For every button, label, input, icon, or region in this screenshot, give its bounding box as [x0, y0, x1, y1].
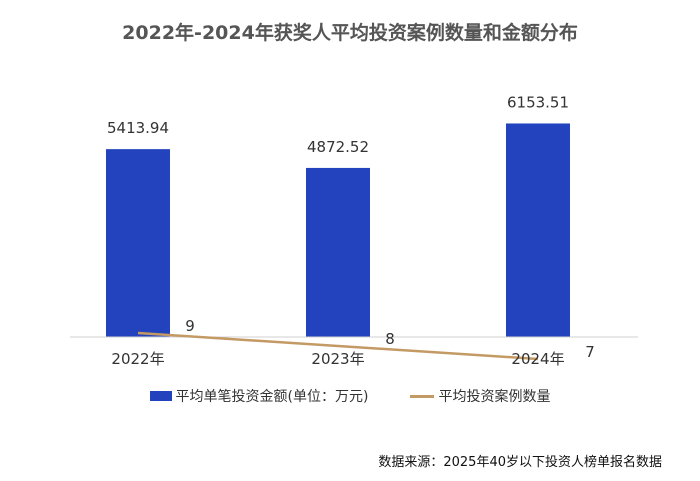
legend: 平均单笔投资金额(单位：万元) 平均投资案例数量: [0, 386, 700, 406]
x-tick-label-1: 2023年: [311, 350, 364, 368]
bar-value-label-1: 4872.52: [307, 138, 369, 156]
line-series: [137, 331, 539, 361]
bar-2: [506, 123, 570, 337]
line-value-label-1: 8: [385, 330, 395, 348]
legend-swatch-bar: [149, 391, 172, 401]
legend-label-line: 平均投资案例数量: [438, 389, 551, 405]
bars-layer: [106, 123, 570, 337]
legend-item-line: 平均投资案例数量: [410, 386, 550, 406]
legend-swatch-line: [410, 394, 435, 398]
chart-title: 2022年-2024年获奖人平均投资案例数量和金额分布: [122, 22, 578, 44]
source-note: 数据来源：2025年40岁以下投资人榜单报名数据: [378, 455, 662, 470]
line-value-label-0: 9: [185, 317, 195, 335]
legend-label-bar: 平均单笔投资金额(单位：万元): [175, 389, 369, 405]
bar-1: [306, 167, 370, 337]
line-value-label-2: 7: [585, 343, 595, 361]
line-layer: [137, 331, 539, 361]
legend-item-bar: 平均单笔投资金额(单位：万元): [149, 386, 369, 406]
labels-layer: 5413.94 4872.52 6153.51 9 8 7: [107, 93, 595, 361]
bar-value-label-2: 6153.51: [507, 93, 569, 111]
bar-0: [106, 149, 170, 337]
ticks-layer: 2022年 2023年 2024年: [111, 350, 564, 368]
x-tick-label-0: 2022年: [111, 350, 164, 368]
x-tick-label-2: 2024年: [511, 350, 564, 368]
bar-value-label-0: 5413.94: [107, 119, 169, 137]
